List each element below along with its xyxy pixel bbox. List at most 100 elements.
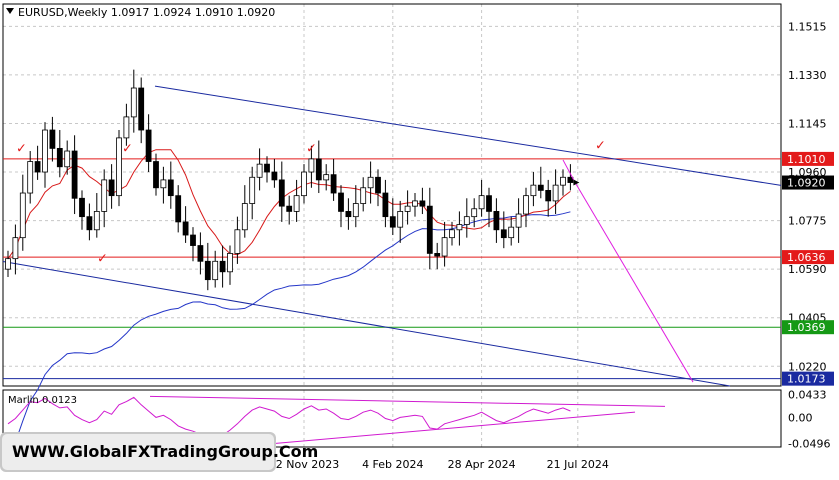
candle-body xyxy=(49,129,56,149)
candle-body xyxy=(19,192,26,239)
time-tick-label: 4 Feb 2024 xyxy=(362,458,423,471)
candle-body xyxy=(123,116,130,139)
candle-body xyxy=(219,260,226,273)
price-tick-label: 1.1145 xyxy=(788,117,827,130)
last-price-arrow-icon xyxy=(573,179,580,186)
candle-body xyxy=(500,229,507,239)
time-tick-label: 21 Jul 2024 xyxy=(547,458,609,471)
candle-body xyxy=(360,187,367,204)
watermark-inner xyxy=(2,434,274,470)
candle-body xyxy=(515,213,522,228)
candles xyxy=(5,69,574,291)
level-price-label: 1.0173 xyxy=(787,373,826,386)
candle-body xyxy=(389,216,396,228)
checkmark-icon: ✓ xyxy=(306,141,317,156)
candle-body xyxy=(71,150,78,199)
checkmark-icon: ✓ xyxy=(97,252,108,267)
time-tick-label: 28 Apr 2024 xyxy=(448,458,516,471)
chart-header: EURUSD,Weekly 1.0917 1.0924 1.0910 1.092… xyxy=(18,6,275,19)
candle-body xyxy=(101,179,108,212)
level-price-label: 1.0369 xyxy=(787,321,826,334)
channel-lines xyxy=(2,85,782,387)
candle-body xyxy=(153,161,159,189)
price-axis: 1.15151.13301.11451.09601.07751.05901.04… xyxy=(782,20,834,386)
candle-body xyxy=(190,234,196,246)
candle-body xyxy=(167,179,174,197)
candle-body xyxy=(523,195,529,215)
candle-body xyxy=(552,184,559,202)
lower-channel-line xyxy=(2,261,731,387)
indicator-tick-label: 0.00 xyxy=(788,411,813,424)
candle-body xyxy=(323,174,330,181)
candle-body xyxy=(345,211,352,218)
candle-body xyxy=(375,176,381,194)
candle-body xyxy=(315,158,322,181)
candle-body xyxy=(486,195,492,212)
candle-body xyxy=(79,197,85,218)
candle-body xyxy=(64,150,71,168)
level-price-box xyxy=(782,151,834,166)
candle-body xyxy=(419,200,426,207)
level-price-label: 1.1010 xyxy=(787,153,826,166)
candle-body xyxy=(108,179,115,197)
candle-body xyxy=(463,216,470,225)
slow-ma-line xyxy=(7,211,571,456)
candle-body xyxy=(241,203,248,231)
level-price-box xyxy=(782,320,834,335)
candle-body xyxy=(5,258,11,270)
candle-body xyxy=(93,211,100,231)
candle-body xyxy=(456,224,463,231)
candle-body xyxy=(567,176,574,183)
candle-body xyxy=(234,229,241,254)
level-price-box xyxy=(782,371,834,386)
candle-body xyxy=(434,253,441,257)
level-price-label: 1.0636 xyxy=(787,251,826,264)
marlin-trendline-lower xyxy=(269,411,636,445)
watermark-text: WWW.GlobalFXTradingGroup.Com xyxy=(12,442,318,461)
candle-body xyxy=(352,203,359,218)
candle-body xyxy=(397,211,404,228)
indicator-tick-label: -0.0496 xyxy=(788,438,830,451)
candle-body xyxy=(367,176,374,189)
current-price-box xyxy=(782,175,834,190)
candle-body xyxy=(227,253,233,273)
candle-body xyxy=(471,208,478,218)
candle-body xyxy=(308,158,315,173)
candle-body xyxy=(86,216,93,231)
candle-body xyxy=(449,229,455,239)
candle-body xyxy=(212,260,219,281)
candle-body xyxy=(42,129,48,173)
price-tick-label: 1.1515 xyxy=(788,20,827,33)
indicator-pane-border xyxy=(2,389,782,448)
candle-body xyxy=(493,211,500,231)
dropdown-arrow-icon[interactable] xyxy=(6,8,14,14)
candle-body xyxy=(204,260,211,281)
candle-body xyxy=(256,163,263,178)
candle-body xyxy=(293,195,300,212)
candle-body xyxy=(116,137,122,197)
price-tick-label: 1.1330 xyxy=(788,69,827,82)
candle-body xyxy=(182,221,189,236)
candle-body xyxy=(34,161,41,173)
upper-channel-line xyxy=(154,85,782,186)
candle-body xyxy=(545,190,552,202)
candle-body xyxy=(175,195,182,223)
current-price-label: 1.0920 xyxy=(787,177,826,190)
candle-body xyxy=(27,161,34,194)
checkmarks: ✓ ✓ ✓ ✓ ✓ xyxy=(16,139,606,267)
candle-body xyxy=(249,176,256,204)
candle-body xyxy=(138,87,145,131)
price-tick-label: 1.0775 xyxy=(788,215,827,228)
candle-body xyxy=(286,205,293,212)
main-pane-border xyxy=(2,3,782,387)
candle-body xyxy=(508,226,515,239)
time-axis: 12 Nov 2023 4 Feb 2024 28 Apr 2024 21 Jul 2… xyxy=(269,458,609,471)
candle-body xyxy=(530,184,537,197)
candle-body xyxy=(130,87,137,118)
candle-body xyxy=(338,192,344,212)
checkmark-icon: ✓ xyxy=(16,141,27,156)
candle-body xyxy=(441,237,448,257)
